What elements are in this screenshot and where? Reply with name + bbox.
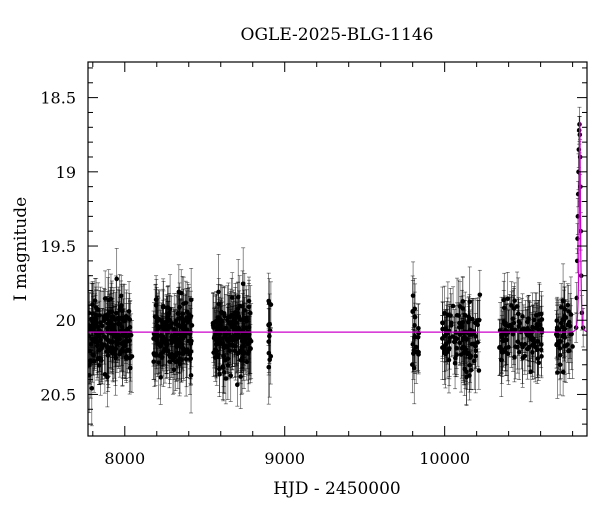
data-point bbox=[268, 328, 274, 385]
model-curve bbox=[88, 121, 587, 333]
data-point bbox=[167, 321, 172, 389]
y-tick-label: 20.5 bbox=[40, 385, 76, 404]
data-point bbox=[566, 284, 571, 338]
data-point bbox=[568, 305, 574, 364]
data-point bbox=[537, 283, 542, 358]
data-point bbox=[114, 248, 120, 310]
x-tick-label: 10000 bbox=[419, 449, 470, 468]
y-tick-label: 20 bbox=[56, 311, 76, 330]
data-point bbox=[415, 303, 421, 371]
data-point bbox=[220, 318, 226, 369]
data-point bbox=[223, 352, 229, 405]
data-point bbox=[442, 312, 447, 380]
data-point bbox=[188, 321, 193, 361]
data-point bbox=[471, 322, 477, 365]
data-point bbox=[446, 326, 452, 394]
data-point bbox=[445, 281, 451, 349]
data-point bbox=[244, 309, 250, 363]
data-point bbox=[180, 312, 185, 365]
data-point bbox=[454, 327, 459, 369]
data-point bbox=[158, 321, 163, 369]
data-point bbox=[184, 321, 190, 378]
data-point bbox=[167, 295, 173, 346]
data-point bbox=[94, 305, 100, 381]
data-point bbox=[522, 337, 528, 375]
data-point bbox=[515, 309, 521, 374]
tick-layer bbox=[88, 62, 587, 436]
data-point bbox=[127, 315, 132, 355]
data-point bbox=[562, 300, 568, 375]
data-point bbox=[97, 310, 103, 372]
model-layer bbox=[88, 121, 587, 333]
data-point bbox=[101, 290, 107, 344]
y-tick-label: 19 bbox=[56, 163, 76, 182]
data-point bbox=[153, 283, 159, 327]
data-point bbox=[462, 309, 467, 386]
data-point bbox=[232, 323, 238, 378]
data-point bbox=[499, 327, 505, 377]
data-point bbox=[515, 277, 521, 351]
data-point bbox=[449, 304, 454, 342]
data-point bbox=[476, 351, 482, 390]
data-point bbox=[162, 313, 168, 384]
x-tick-label: 8000 bbox=[104, 449, 145, 468]
data-point bbox=[444, 325, 450, 379]
data-point bbox=[210, 293, 216, 354]
data-point bbox=[519, 319, 524, 370]
data-point bbox=[497, 319, 502, 376]
data-point bbox=[211, 292, 216, 363]
data-point bbox=[468, 350, 474, 391]
data-point bbox=[187, 323, 193, 395]
y-tick-label: 19.5 bbox=[40, 237, 76, 256]
data-point bbox=[215, 315, 221, 367]
data-point bbox=[108, 273, 114, 325]
data-point bbox=[182, 293, 188, 360]
data-point bbox=[113, 275, 119, 351]
data-point bbox=[536, 282, 542, 347]
data-point bbox=[169, 316, 175, 370]
data-point bbox=[232, 312, 237, 367]
x-axis-label: HJD - 2450000 bbox=[273, 479, 401, 499]
data-point bbox=[559, 300, 565, 354]
data-point bbox=[102, 355, 108, 394]
data-point bbox=[528, 305, 533, 372]
data-point bbox=[464, 319, 469, 358]
data-point bbox=[501, 319, 507, 363]
data-point bbox=[180, 303, 186, 342]
x-tick-label: 9000 bbox=[264, 449, 305, 468]
data-point bbox=[412, 330, 418, 374]
data-point bbox=[90, 296, 96, 364]
chart-title: OGLE-2025-BLG-1146 bbox=[241, 25, 434, 45]
y-tick-label: 18.5 bbox=[40, 89, 76, 108]
data-point bbox=[221, 325, 226, 387]
data-point bbox=[128, 344, 133, 392]
data-point bbox=[477, 269, 483, 320]
data-point bbox=[510, 296, 516, 372]
y-axis-label: I magnitude bbox=[11, 197, 31, 301]
plot-frame bbox=[87, 61, 588, 437]
data-point bbox=[266, 308, 271, 376]
tick-labels: 8000 9000 10000 18.5 19 19.5 20 20.5 bbox=[40, 89, 470, 468]
data-point bbox=[106, 315, 111, 388]
data-point bbox=[174, 325, 179, 382]
data-point bbox=[268, 281, 274, 328]
data-point bbox=[523, 300, 528, 360]
data-point bbox=[503, 325, 509, 371]
data-point bbox=[473, 313, 478, 360]
data-point bbox=[475, 300, 481, 350]
data-point bbox=[531, 307, 537, 380]
data-point bbox=[554, 305, 560, 365]
data-point bbox=[217, 355, 222, 393]
data-layer bbox=[88, 106, 586, 427]
data-point bbox=[526, 320, 532, 375]
data-point bbox=[412, 302, 417, 348]
data-point bbox=[239, 304, 245, 371]
data-point bbox=[457, 321, 463, 365]
data-point bbox=[240, 247, 246, 320]
